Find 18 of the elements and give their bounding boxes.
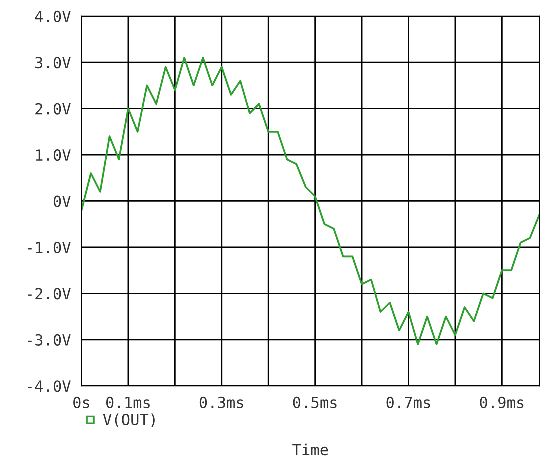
line-series xyxy=(82,57,540,346)
y-tick-label: 0V xyxy=(54,196,71,208)
x-tick-label: 0.9ms xyxy=(480,396,524,408)
x-tick-label: 0.5ms xyxy=(293,396,337,408)
y-tick-label: -4.0V xyxy=(28,380,71,392)
y-tick-label: 3.0V xyxy=(36,57,71,69)
y-tick-label: -2.0V xyxy=(28,288,71,300)
x-tick-label: 0.7ms xyxy=(386,396,430,408)
x-tick-label: 0s xyxy=(74,396,90,408)
y-tick-label: 4.0V xyxy=(35,10,71,22)
x-tick-label: 0.3ms xyxy=(200,396,244,408)
legend-label: V(OUT) xyxy=(103,414,155,428)
y-tick-label: 2.0V xyxy=(36,103,71,115)
y-tick-label: -1.0V xyxy=(28,242,71,254)
y-tick-label: -3.0V xyxy=(28,334,71,346)
x-axis-title: Time xyxy=(292,444,328,456)
y-tick-label: 1.0V xyxy=(36,150,71,162)
x-tick-label: 0.1ms xyxy=(106,396,150,408)
